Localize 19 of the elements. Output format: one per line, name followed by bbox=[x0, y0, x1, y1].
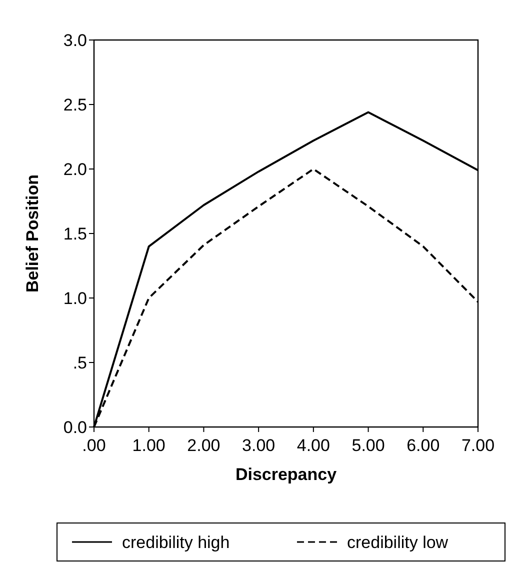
y-tick-label: .5 bbox=[72, 353, 87, 372]
x-tick-label: 4.00 bbox=[296, 436, 330, 455]
legend-label: credibility low bbox=[347, 532, 449, 552]
y-tick-label: 2.0 bbox=[63, 160, 87, 179]
x-tick-label: 6.00 bbox=[406, 436, 440, 455]
x-tick-label: 2.00 bbox=[187, 436, 220, 455]
y-tick-label: 1.0 bbox=[63, 288, 87, 308]
x-tick-label: 1.00 bbox=[132, 436, 166, 455]
y-tick-label: 1.5 bbox=[63, 224, 87, 244]
y-tick-label: 3.0 bbox=[63, 30, 87, 50]
x-tick-label: 7.00 bbox=[461, 436, 495, 455]
x-axis-title: Discrepancy bbox=[235, 465, 338, 484]
y-tick-label: 2.5 bbox=[63, 95, 87, 114]
y-axis-title: Belief Position bbox=[23, 174, 42, 293]
y-tick-label: 0.0 bbox=[63, 418, 87, 437]
x-tick-label: .00 bbox=[82, 436, 106, 455]
x-tick-label: 3.00 bbox=[242, 436, 276, 455]
legend-label: credibility high bbox=[122, 532, 230, 552]
x-tick-label: 5.00 bbox=[352, 436, 385, 455]
